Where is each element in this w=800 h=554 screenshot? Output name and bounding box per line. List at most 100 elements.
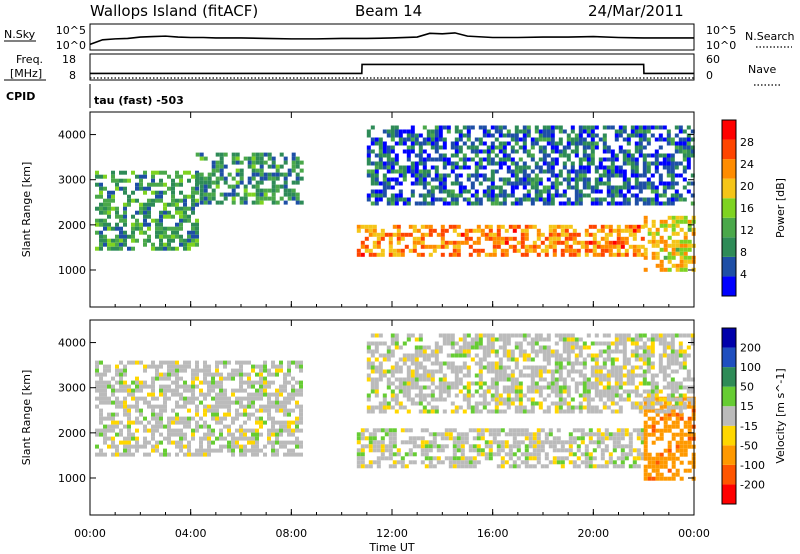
velocity-cell-r0 — [219, 404, 223, 409]
velocity-cell-r3 — [526, 385, 531, 390]
power-cell-r4 — [470, 193, 475, 198]
power-cell-r4 — [542, 149, 547, 154]
power-cell-r4 — [666, 153, 671, 158]
velocity-cell-r0 — [207, 368, 211, 373]
power-cell-r0 — [139, 186, 143, 191]
velocity-cell-r3 — [442, 341, 447, 346]
velocity-cell-r0 — [175, 392, 179, 397]
velocity-cell-r0 — [275, 420, 279, 425]
velocity-heatmap-cells — [95, 333, 696, 481]
velocity-cell-r0 — [235, 416, 239, 421]
power-cell-r2 — [524, 252, 529, 257]
velocity-cell-r3 — [458, 389, 463, 394]
power-cell-r4 — [438, 157, 443, 162]
velocity-cell-r0 — [119, 376, 123, 381]
velocity-cell-r3 — [630, 377, 635, 382]
power-cell-r2 — [616, 224, 621, 229]
velocity-cell-r3 — [598, 397, 603, 402]
power-cell-r2 — [372, 244, 377, 249]
velocity-cell-r1 — [500, 444, 505, 449]
velocity-cell-r3 — [634, 389, 639, 394]
velocity-cell-r0 — [247, 376, 251, 381]
power-cell-r0 — [119, 238, 123, 243]
power-cell-r0 — [115, 214, 119, 219]
velocity-cell-r1 — [592, 432, 597, 437]
power-cell-r2 — [428, 232, 433, 237]
power-cell-r0 — [135, 198, 139, 203]
power-cell-r4 — [622, 153, 627, 158]
velocity-cell-r3 — [630, 405, 635, 410]
velocity-cell-r3 — [530, 385, 535, 390]
velocity-cell-r3 — [614, 377, 619, 382]
velocity-cell-r0 — [103, 372, 107, 377]
velocity-cell-r0 — [167, 372, 171, 377]
power-cell-r2 — [560, 248, 565, 253]
velocity-cell-r1 — [480, 452, 485, 457]
power-cell-r0 — [147, 210, 151, 215]
velocity-cell-r1 — [452, 428, 457, 433]
velocity-cell-r1 — [580, 436, 585, 441]
power-cell-r0 — [191, 234, 195, 239]
power-cell-r4 — [418, 177, 423, 182]
velocity-cell-r3 — [638, 381, 643, 386]
velocity-cell-r0 — [127, 384, 131, 389]
power-cell-r1 — [251, 172, 256, 177]
velocity-cell-r3 — [410, 377, 415, 382]
velocity-cell-r3 — [578, 345, 583, 350]
velocity-cell-r3 — [434, 361, 439, 366]
power-cell-r2 — [440, 232, 445, 237]
power-cell-r4 — [434, 165, 439, 170]
power-cell-r4 — [522, 181, 527, 186]
velocity-cell-r1 — [420, 448, 425, 453]
power-cell-r4 — [666, 173, 671, 178]
power-cell-r2 — [400, 252, 405, 257]
power-cell-r1 — [263, 176, 268, 181]
velocity-cell-r0 — [159, 424, 163, 429]
velocity-cell-r0 — [99, 420, 103, 425]
velocity-cell-r3 — [486, 365, 491, 370]
power-cell-r4 — [442, 197, 447, 202]
power-cell-r4 — [582, 157, 587, 162]
velocity-cell-r3 — [366, 341, 371, 346]
velocity-cell-r3 — [530, 337, 535, 342]
velocity-cell-r3 — [574, 345, 579, 350]
power-cell-r0 — [143, 230, 147, 235]
velocity-cell-r0 — [215, 408, 219, 413]
power-cell-r0 — [123, 218, 127, 223]
power-cell-r4 — [454, 141, 459, 146]
power-cell-r4 — [374, 173, 379, 178]
power-cell-r4 — [498, 201, 503, 206]
velocity-cell-r1 — [420, 440, 425, 445]
velocity-cell-r3 — [382, 409, 387, 414]
velocity-cell-r0 — [127, 388, 131, 393]
power-cell-r4 — [378, 161, 383, 166]
velocity-cell-r3 — [666, 341, 671, 346]
velocity-cell-r3 — [474, 337, 479, 342]
velocity-cell-r1 — [440, 460, 445, 465]
power-cell-r4 — [638, 197, 643, 202]
velocity-cell-r0 — [159, 384, 163, 389]
power-cell-r2 — [452, 240, 457, 245]
velocity-cell-r1 — [604, 460, 609, 465]
power-cell-r4 — [370, 169, 375, 174]
velocity-cell-r1 — [472, 456, 477, 461]
power-cell-r1 — [239, 200, 244, 205]
power-cell-r2 — [392, 232, 397, 237]
velocity-cell-r0 — [103, 432, 107, 437]
power-cell-r2 — [524, 232, 529, 237]
velocity-cell-r0 — [107, 416, 111, 421]
power-cell-r4 — [614, 133, 619, 138]
velocity-cell-r3 — [650, 373, 655, 378]
freq-panel-frame — [89, 53, 695, 81]
velocity-cell-r3 — [642, 361, 647, 366]
power-cell-r1 — [243, 156, 248, 161]
velocity-cell-r1 — [460, 436, 465, 441]
power-cell-r2 — [388, 244, 393, 249]
power-cell-r4 — [662, 185, 667, 190]
velocity-cell-r3 — [490, 361, 495, 366]
velocity-cell-r1 — [580, 452, 585, 457]
power-cell-r4 — [622, 169, 627, 174]
power-cbar-tick-6: 4 — [740, 268, 747, 281]
velocity-cell-r1 — [488, 432, 493, 437]
velocity-cell-r0 — [167, 440, 171, 445]
